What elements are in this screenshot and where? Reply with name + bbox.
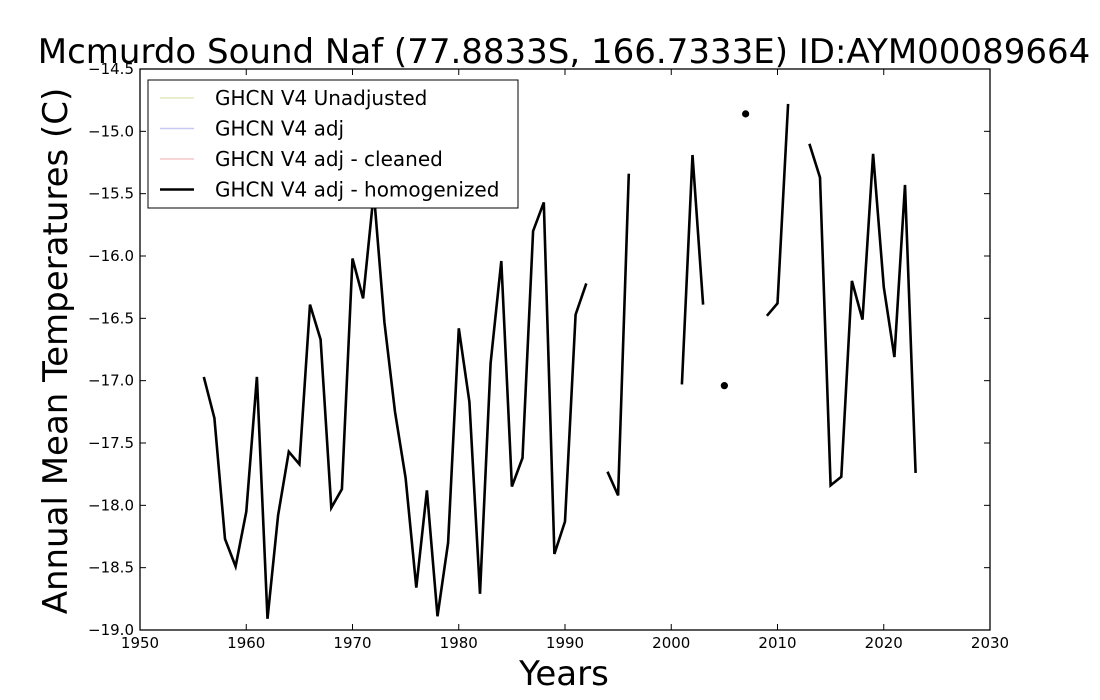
legend-label: GHCN V4 Unadjusted [215, 86, 427, 110]
legend-label: GHCN V4 adj - cleaned [215, 147, 443, 171]
series-line-segment [680, 154, 705, 385]
x-tick-label: 1950 [121, 634, 159, 652]
y-axis: −19.0 −18.5 −18.0 −17.5 −17.0 −16.5 −16.0 −15.5… [88, 60, 990, 639]
legend-frame [147, 79, 519, 209]
data-point-isolated [742, 110, 750, 118]
x-tick-label: 2000 [652, 634, 690, 652]
y-tick-label: −19.0 [88, 621, 134, 639]
x-tick-label: 1970 [333, 634, 371, 652]
chart-title: Mcmurdo Sound Naf (77.8833S, 166.7333E) … [38, 32, 1090, 72]
series-line-segment [765, 103, 790, 317]
data-point-isolated [720, 382, 728, 390]
x-tick-label: 2010 [758, 634, 796, 652]
x-tick-label: 2030 [971, 634, 1009, 652]
y-axis-label: Annual Mean Temperatures (C) [36, 88, 76, 615]
series-line-segment [202, 192, 588, 619]
y-tick-label: −18.0 [88, 496, 134, 514]
series-line-segment [808, 143, 917, 489]
legend: GHCN V4 Unadjusted GHCN V4 adj GHCN V4 adj… [147, 79, 519, 209]
x-tick-label: 1990 [546, 634, 584, 652]
y-tick-label: −17.0 [88, 372, 134, 390]
y-tick-label: −16.0 [88, 247, 134, 265]
y-tick-label: −16.5 [88, 309, 134, 327]
y-tick-label: −15.0 [88, 122, 134, 140]
y-tick-label: −14.5 [88, 60, 134, 78]
x-axis-label: Years [518, 654, 609, 694]
y-tick-label: −15.5 [88, 185, 134, 203]
y-tick-label: −17.5 [88, 434, 134, 452]
x-tick-label: 1960 [227, 634, 265, 652]
x-tick-label: 1980 [440, 634, 478, 652]
series-line-segment [606, 173, 631, 496]
y-tick-label: −18.5 [88, 559, 134, 577]
x-tick-label: 2020 [865, 634, 903, 652]
x-axis: 1950 1960 1970 1980 1990 2000 2010 2020 2030 [121, 69, 1009, 652]
legend-label: GHCN V4 adj [215, 117, 344, 141]
legend-label: GHCN V4 adj - homogenized [215, 178, 499, 202]
plot-area [202, 103, 917, 619]
